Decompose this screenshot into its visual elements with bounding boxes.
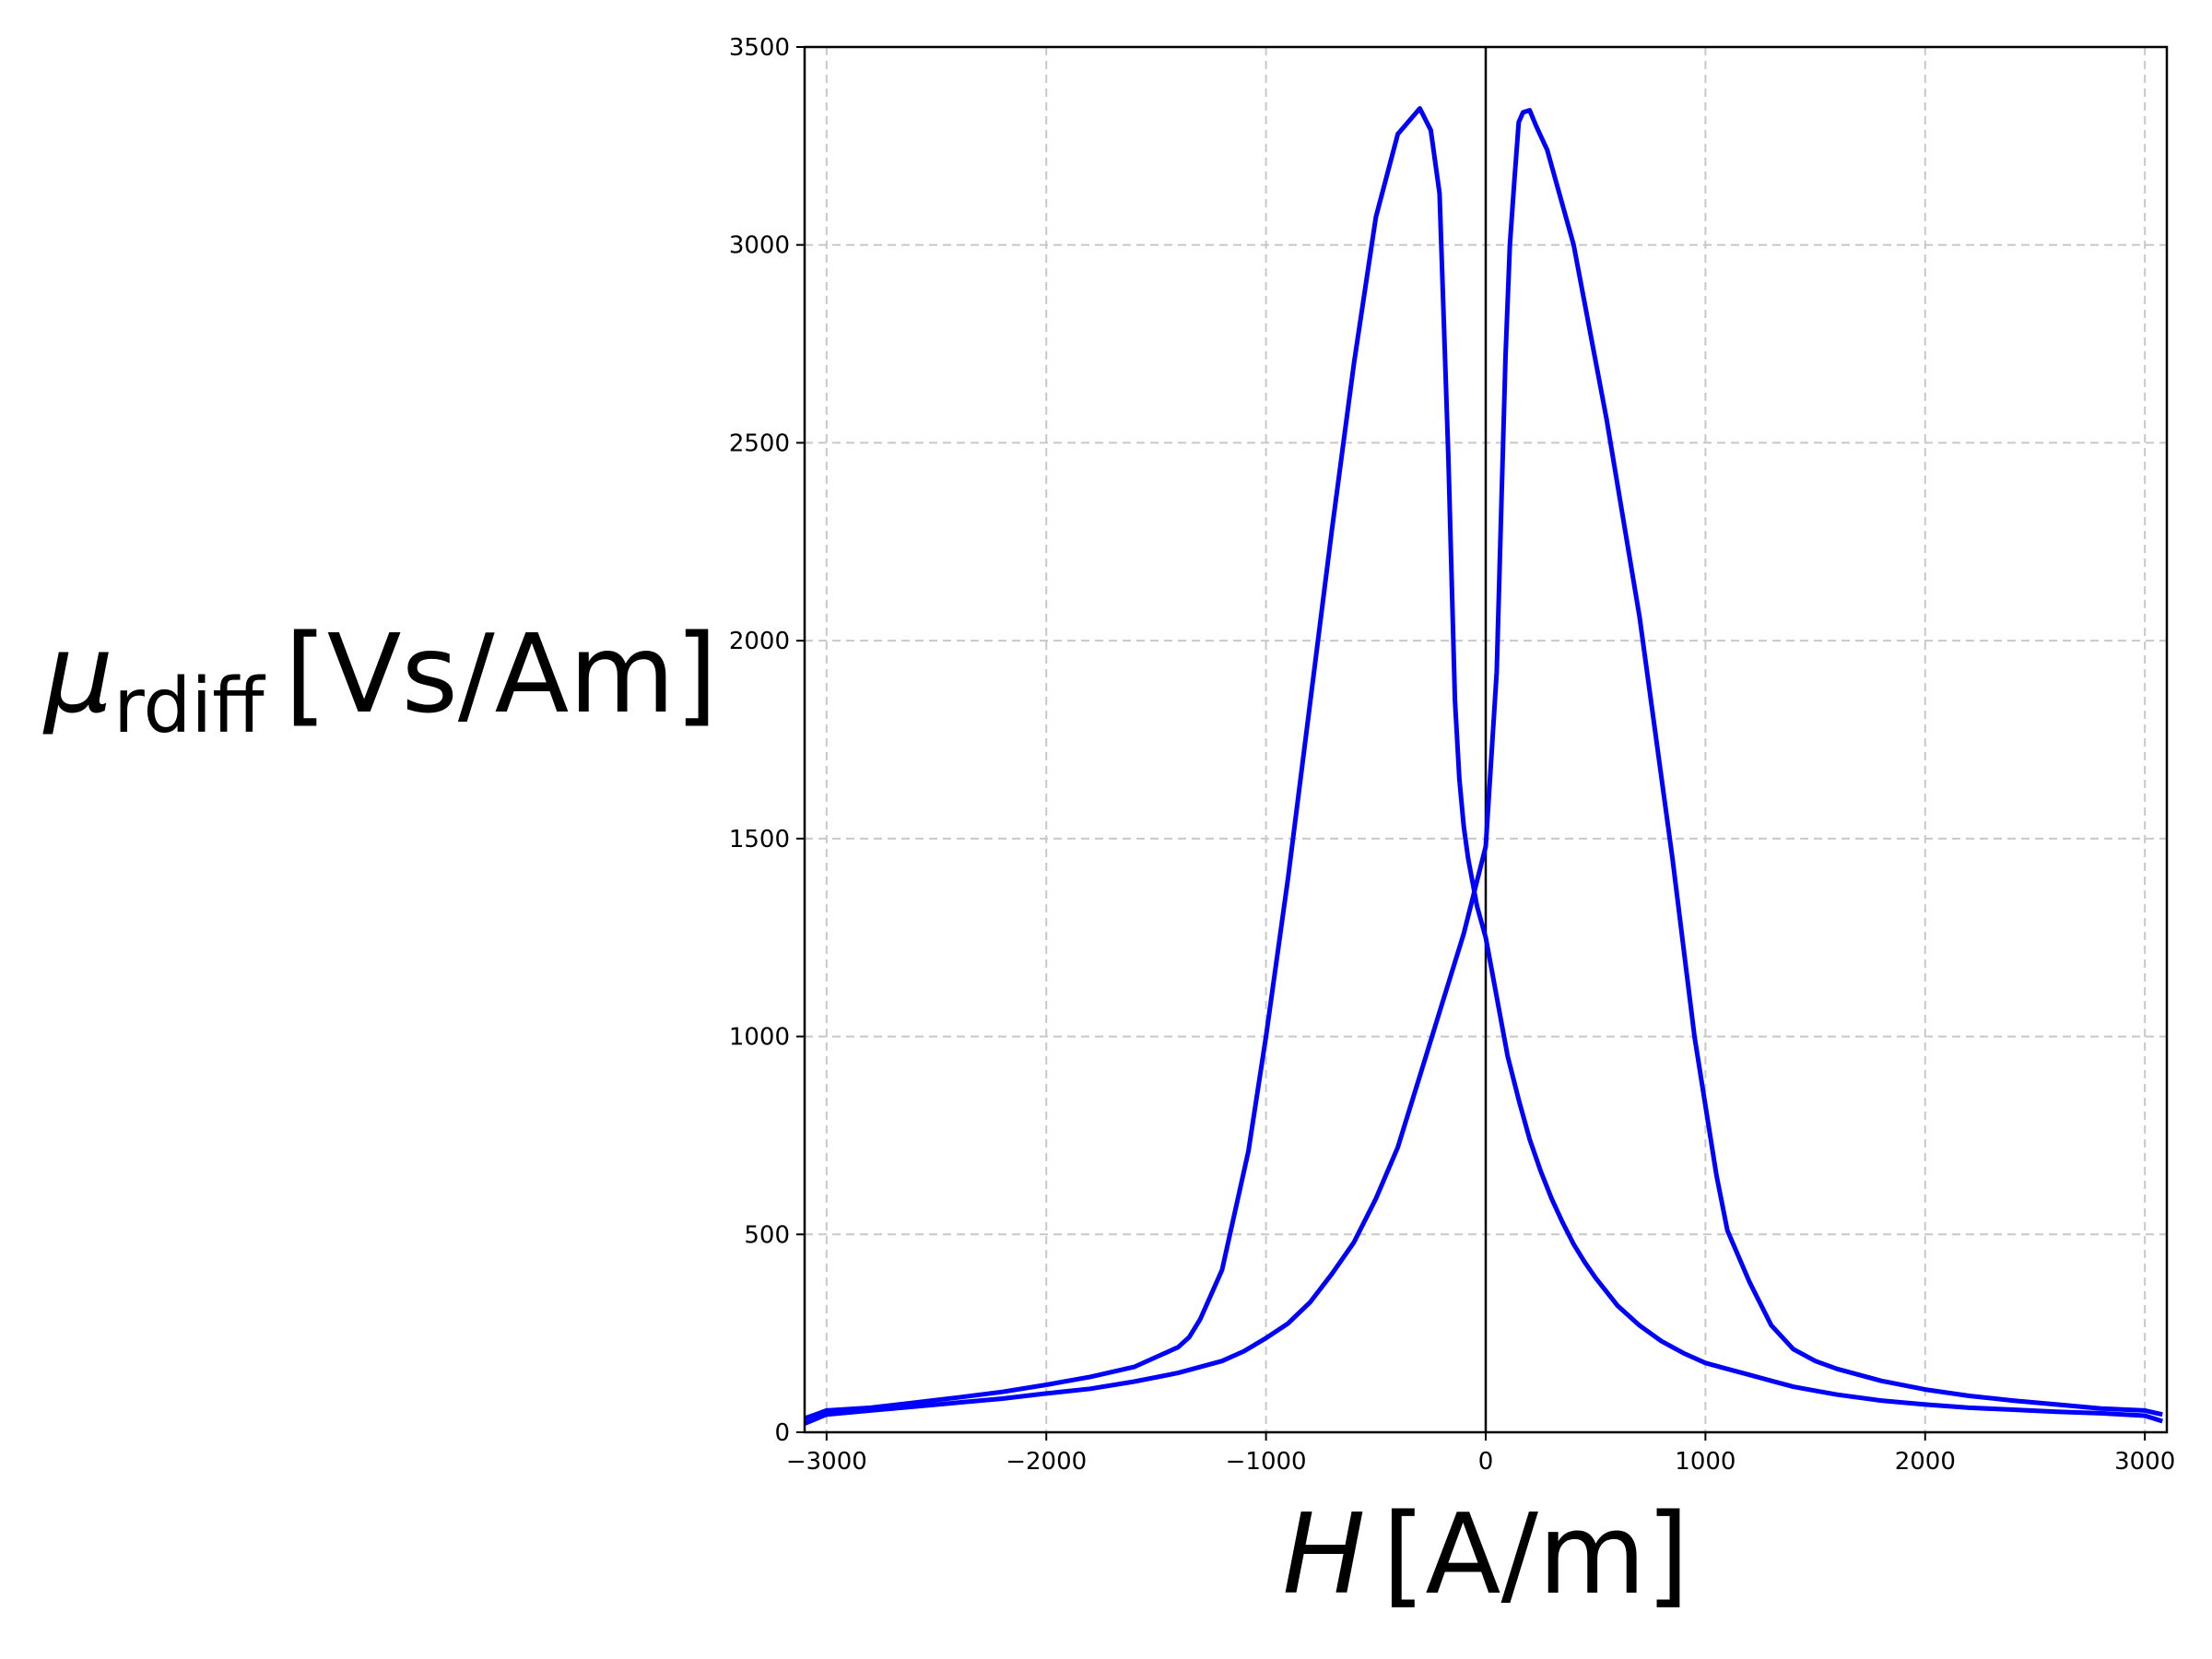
y-axis-title: μrdiff [Vs/Am] xyxy=(42,610,717,750)
x-tick-label: 2000 xyxy=(1895,1448,1956,1476)
y-tick-label: 3500 xyxy=(729,34,790,62)
x-tick-label: 0 xyxy=(1478,1448,1494,1476)
x-tick-label: −3000 xyxy=(786,1448,867,1476)
ticks: −3000 −2000 −1000 0 1000 2000 3000 0 500 1000 1500… xyxy=(729,34,2175,1476)
y-tick-label: 2500 xyxy=(729,429,790,457)
series-line-2 xyxy=(804,108,2163,1426)
series-layer xyxy=(804,106,2163,1426)
x-axis-title: H [A/m] xyxy=(1282,1491,1688,1619)
y-tick-label: 1500 xyxy=(729,826,790,853)
x-tick-label: −1000 xyxy=(1226,1448,1307,1476)
y-tick-label: 1000 xyxy=(729,1024,790,1052)
x-tick-label: 3000 xyxy=(2114,1448,2175,1476)
y-axis-symbol: μ xyxy=(42,610,113,737)
y-tick-label: 2000 xyxy=(729,628,790,655)
x-tick-label: −2000 xyxy=(1006,1448,1087,1476)
y-axis-unit: [Vs/Am] xyxy=(285,610,718,737)
x-tick-label: 1000 xyxy=(1675,1448,1735,1476)
y-axis-subscript: rdiff xyxy=(113,663,266,750)
x-axis-symbol: H xyxy=(1282,1491,1365,1619)
series-line-1 xyxy=(804,106,2163,1424)
y-tick-label: 0 xyxy=(774,1419,790,1447)
y-tick-label: 3000 xyxy=(729,232,790,260)
x-axis-unit: [A/m] xyxy=(1382,1491,1689,1619)
y-tick-label: 500 xyxy=(744,1221,790,1249)
